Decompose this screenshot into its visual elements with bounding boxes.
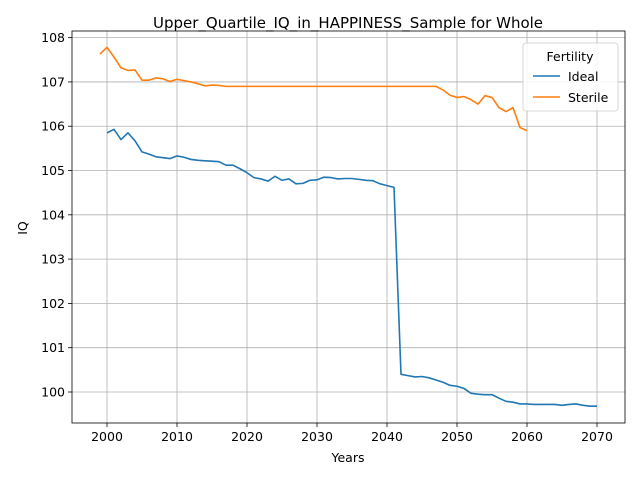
y-tick-label: 103 [41,252,65,267]
x-tick-label: 2020 [231,429,263,444]
legend-box [522,42,619,112]
legend-label-ideal: Ideal [568,69,598,84]
x-tick-label: 2050 [441,429,473,444]
x-tick-label: 2030 [301,429,333,444]
y-tick-label: 104 [41,207,65,222]
axis-ticks: 2000 2010 2020 2030 2040 2050 2060 2070 100 101 10… [41,30,613,444]
y-tick-label: 108 [41,30,65,45]
legend-label-sterile: Sterile [568,90,609,105]
y-tick-label: 105 [41,163,65,178]
plot-area-frame [71,30,626,424]
series-line-ideal [106,128,597,407]
series-line-sterile [99,46,528,132]
chart-title: Upper_Quartile_IQ_in_HAPPINESS_Sample fo… [153,14,543,33]
legend-title: Fertility [547,49,595,64]
x-axis-label: Years [331,450,365,465]
y-tick-label: 106 [41,119,65,134]
y-tick-label: 102 [41,296,65,311]
x-tick-label: 2040 [371,429,403,444]
x-tick-label: 2000 [91,429,123,444]
legend: Fertility Ideal Sterile [522,42,619,112]
y-tick-label: 107 [41,74,65,89]
x-tick-label: 2070 [581,429,613,444]
y-tick-label: 101 [41,340,65,355]
series-lines [99,46,597,407]
y-tick-label: 100 [41,384,65,399]
y-axis-label: IQ [15,221,30,235]
x-tick-label: 2060 [511,429,543,444]
grid [72,31,625,423]
x-tick-label: 2010 [161,429,193,444]
